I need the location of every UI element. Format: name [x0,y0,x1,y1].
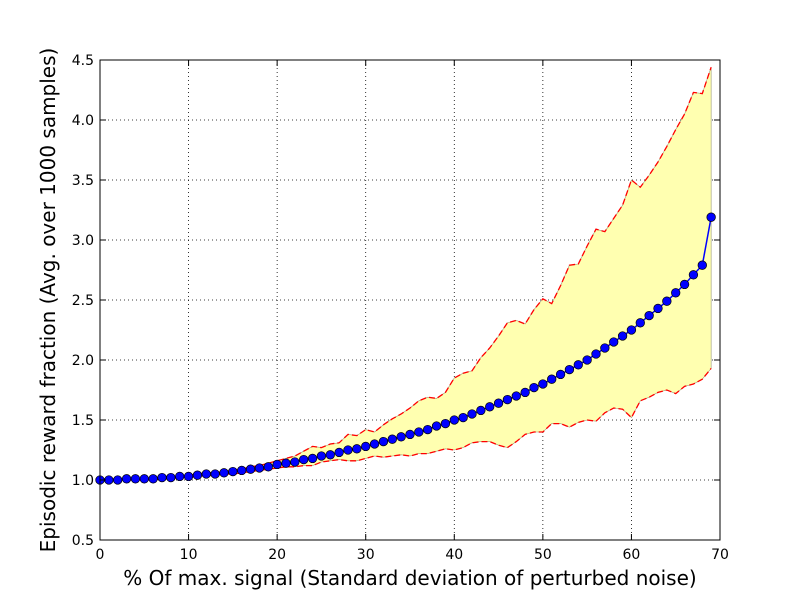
data-point [414,427,424,437]
data-point [316,451,327,461]
x-tick-label: 20 [268,547,286,563]
y-tick-label: 1.5 [72,413,94,429]
data-point [396,432,406,442]
data-point [121,474,132,484]
data-point [609,337,619,347]
data-point [378,436,389,447]
data-point [139,474,149,484]
data-point [502,394,513,405]
data-point [626,325,637,335]
data-point [423,424,433,435]
mean-markers [95,212,716,485]
data-point [369,439,380,449]
data-point [148,474,158,484]
y-tick-label: 0.5 [72,533,94,549]
data-point [449,415,459,425]
data-point [290,457,300,467]
data-point [520,387,530,398]
data-point [600,343,610,353]
data-point [688,270,699,280]
data-point [263,462,273,472]
data-point [671,288,681,298]
x-tick-label: 70 [711,547,729,563]
data-point [485,402,495,412]
data-point [493,398,504,408]
data-point [361,441,371,452]
data-point [325,450,335,460]
y-axis-title: Episodic reward fraction (Avg. over 1000… [36,48,60,553]
y-tick-label: 4.0 [72,113,94,129]
data-point [307,453,318,464]
data-point [679,279,690,290]
data-point [387,434,397,444]
y-tick-label: 2.0 [72,353,94,369]
data-point [662,296,672,306]
data-point [113,475,123,485]
data-point [582,355,592,365]
data-point [228,466,238,477]
data-point [591,349,601,359]
data-point [166,472,176,483]
ticks: 0 10 20 30 40 50 60 70 0.5 1.0 1.5 2.0 2.5 3.0 3.5 4.0 4… [72,53,729,563]
data-point [254,463,265,473]
data-point [458,412,468,423]
data-point [538,379,548,389]
data-point [635,318,645,328]
data-point [644,310,654,321]
x-tick-label: 10 [180,547,198,563]
data-point [299,454,309,465]
x-tick-label: 40 [445,547,463,563]
x-tick-label: 60 [623,547,641,563]
data-point [281,458,291,468]
data-point [564,364,575,375]
data-point [467,409,477,419]
data-point [334,447,344,458]
data-point [529,382,539,393]
y-tick-label: 3.0 [72,233,94,249]
data-point [175,471,185,482]
data-point [653,303,663,314]
data-point [201,469,211,479]
y-tick-label: 4.5 [72,53,94,69]
data-point [573,360,583,370]
data-point [547,374,557,384]
data-point [237,465,247,476]
y-tick-label: 2.5 [72,293,94,309]
data-point [219,468,229,478]
data-point [343,445,353,455]
x-tick-label: 0 [96,547,105,563]
data-point [183,471,194,482]
y-tick-label: 3.5 [72,173,94,189]
data-point [272,459,282,470]
data-point [192,470,203,480]
data-point [431,421,442,431]
x-axis-title: % Of max. signal (Standard deviation of … [123,566,696,590]
data-point [440,418,451,429]
data-point [245,464,256,474]
data-point [555,369,566,380]
y-tick-label: 1.0 [72,473,94,489]
data-point [157,472,167,483]
x-tick-label: 50 [534,547,552,563]
data-point [352,444,362,454]
data-point [706,212,716,222]
data-point [476,405,486,416]
data-point [405,429,415,440]
data-point [697,260,707,270]
data-point [511,391,521,401]
x-tick-label: 30 [357,547,375,563]
data-point [617,331,628,341]
data-point [130,474,141,484]
data-point [210,469,220,479]
